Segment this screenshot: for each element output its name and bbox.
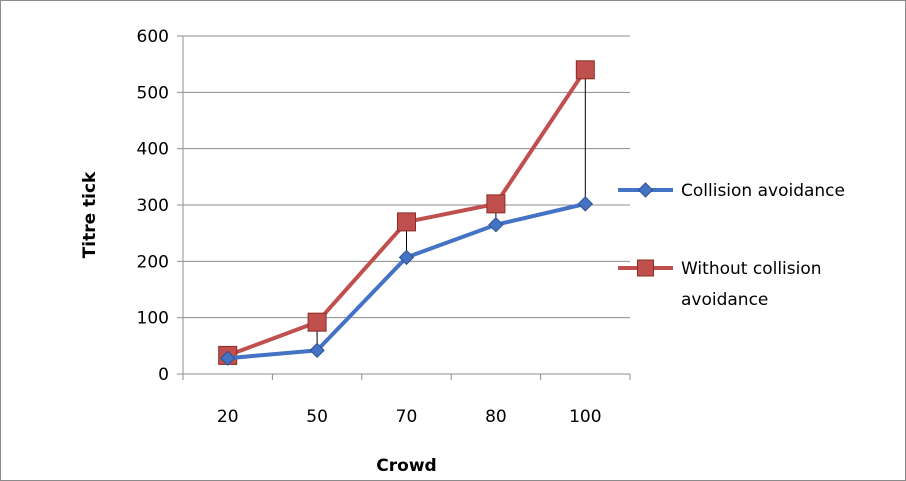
data-point-diamond — [309, 342, 325, 359]
data-point-diamond — [398, 249, 415, 266]
data-point-diamond — [488, 217, 504, 233]
axes — [177, 35, 631, 380]
data-point-diamond — [577, 196, 594, 212]
legend: Collision avoidance Without collision avoi… — [618, 181, 845, 310]
y-tick-label: 200 — [137, 252, 169, 272]
legend-marker-diamond — [637, 182, 654, 198]
legend-label: avoidance — [681, 290, 768, 310]
x-tick-label: 50 — [306, 407, 328, 427]
x-tick-label: 70 — [396, 407, 418, 427]
data-point-diamond — [219, 350, 236, 366]
series-layer — [218, 60, 595, 366]
data-point-square — [397, 212, 416, 232]
data-point-square — [307, 312, 327, 332]
gridlines — [183, 35, 630, 319]
y-tick-label: 500 — [137, 83, 169, 103]
data-point-square — [575, 60, 595, 80]
y-tick-label: 0 — [158, 365, 169, 385]
legend-label: Without collision — [681, 259, 822, 279]
legend-marker-square — [637, 259, 654, 277]
x-axis-title: Crowd — [376, 456, 436, 476]
tick-labels: 0 100 200 300 400 500 600 20 50 70 80 100 — [137, 27, 602, 427]
y-tick-label: 100 — [137, 309, 169, 329]
data-point-square — [486, 194, 506, 214]
x-tick-label: 100 — [569, 407, 601, 427]
legend-label: Collision avoidance — [681, 181, 845, 201]
y-tick-label: 600 — [137, 27, 169, 47]
y-tick-label: 400 — [137, 140, 169, 160]
y-tick-label: 300 — [137, 196, 169, 216]
x-tick-label: 20 — [217, 407, 239, 427]
y-axis-title: Titre tick — [80, 171, 100, 258]
x-tick-label: 80 — [485, 407, 507, 427]
